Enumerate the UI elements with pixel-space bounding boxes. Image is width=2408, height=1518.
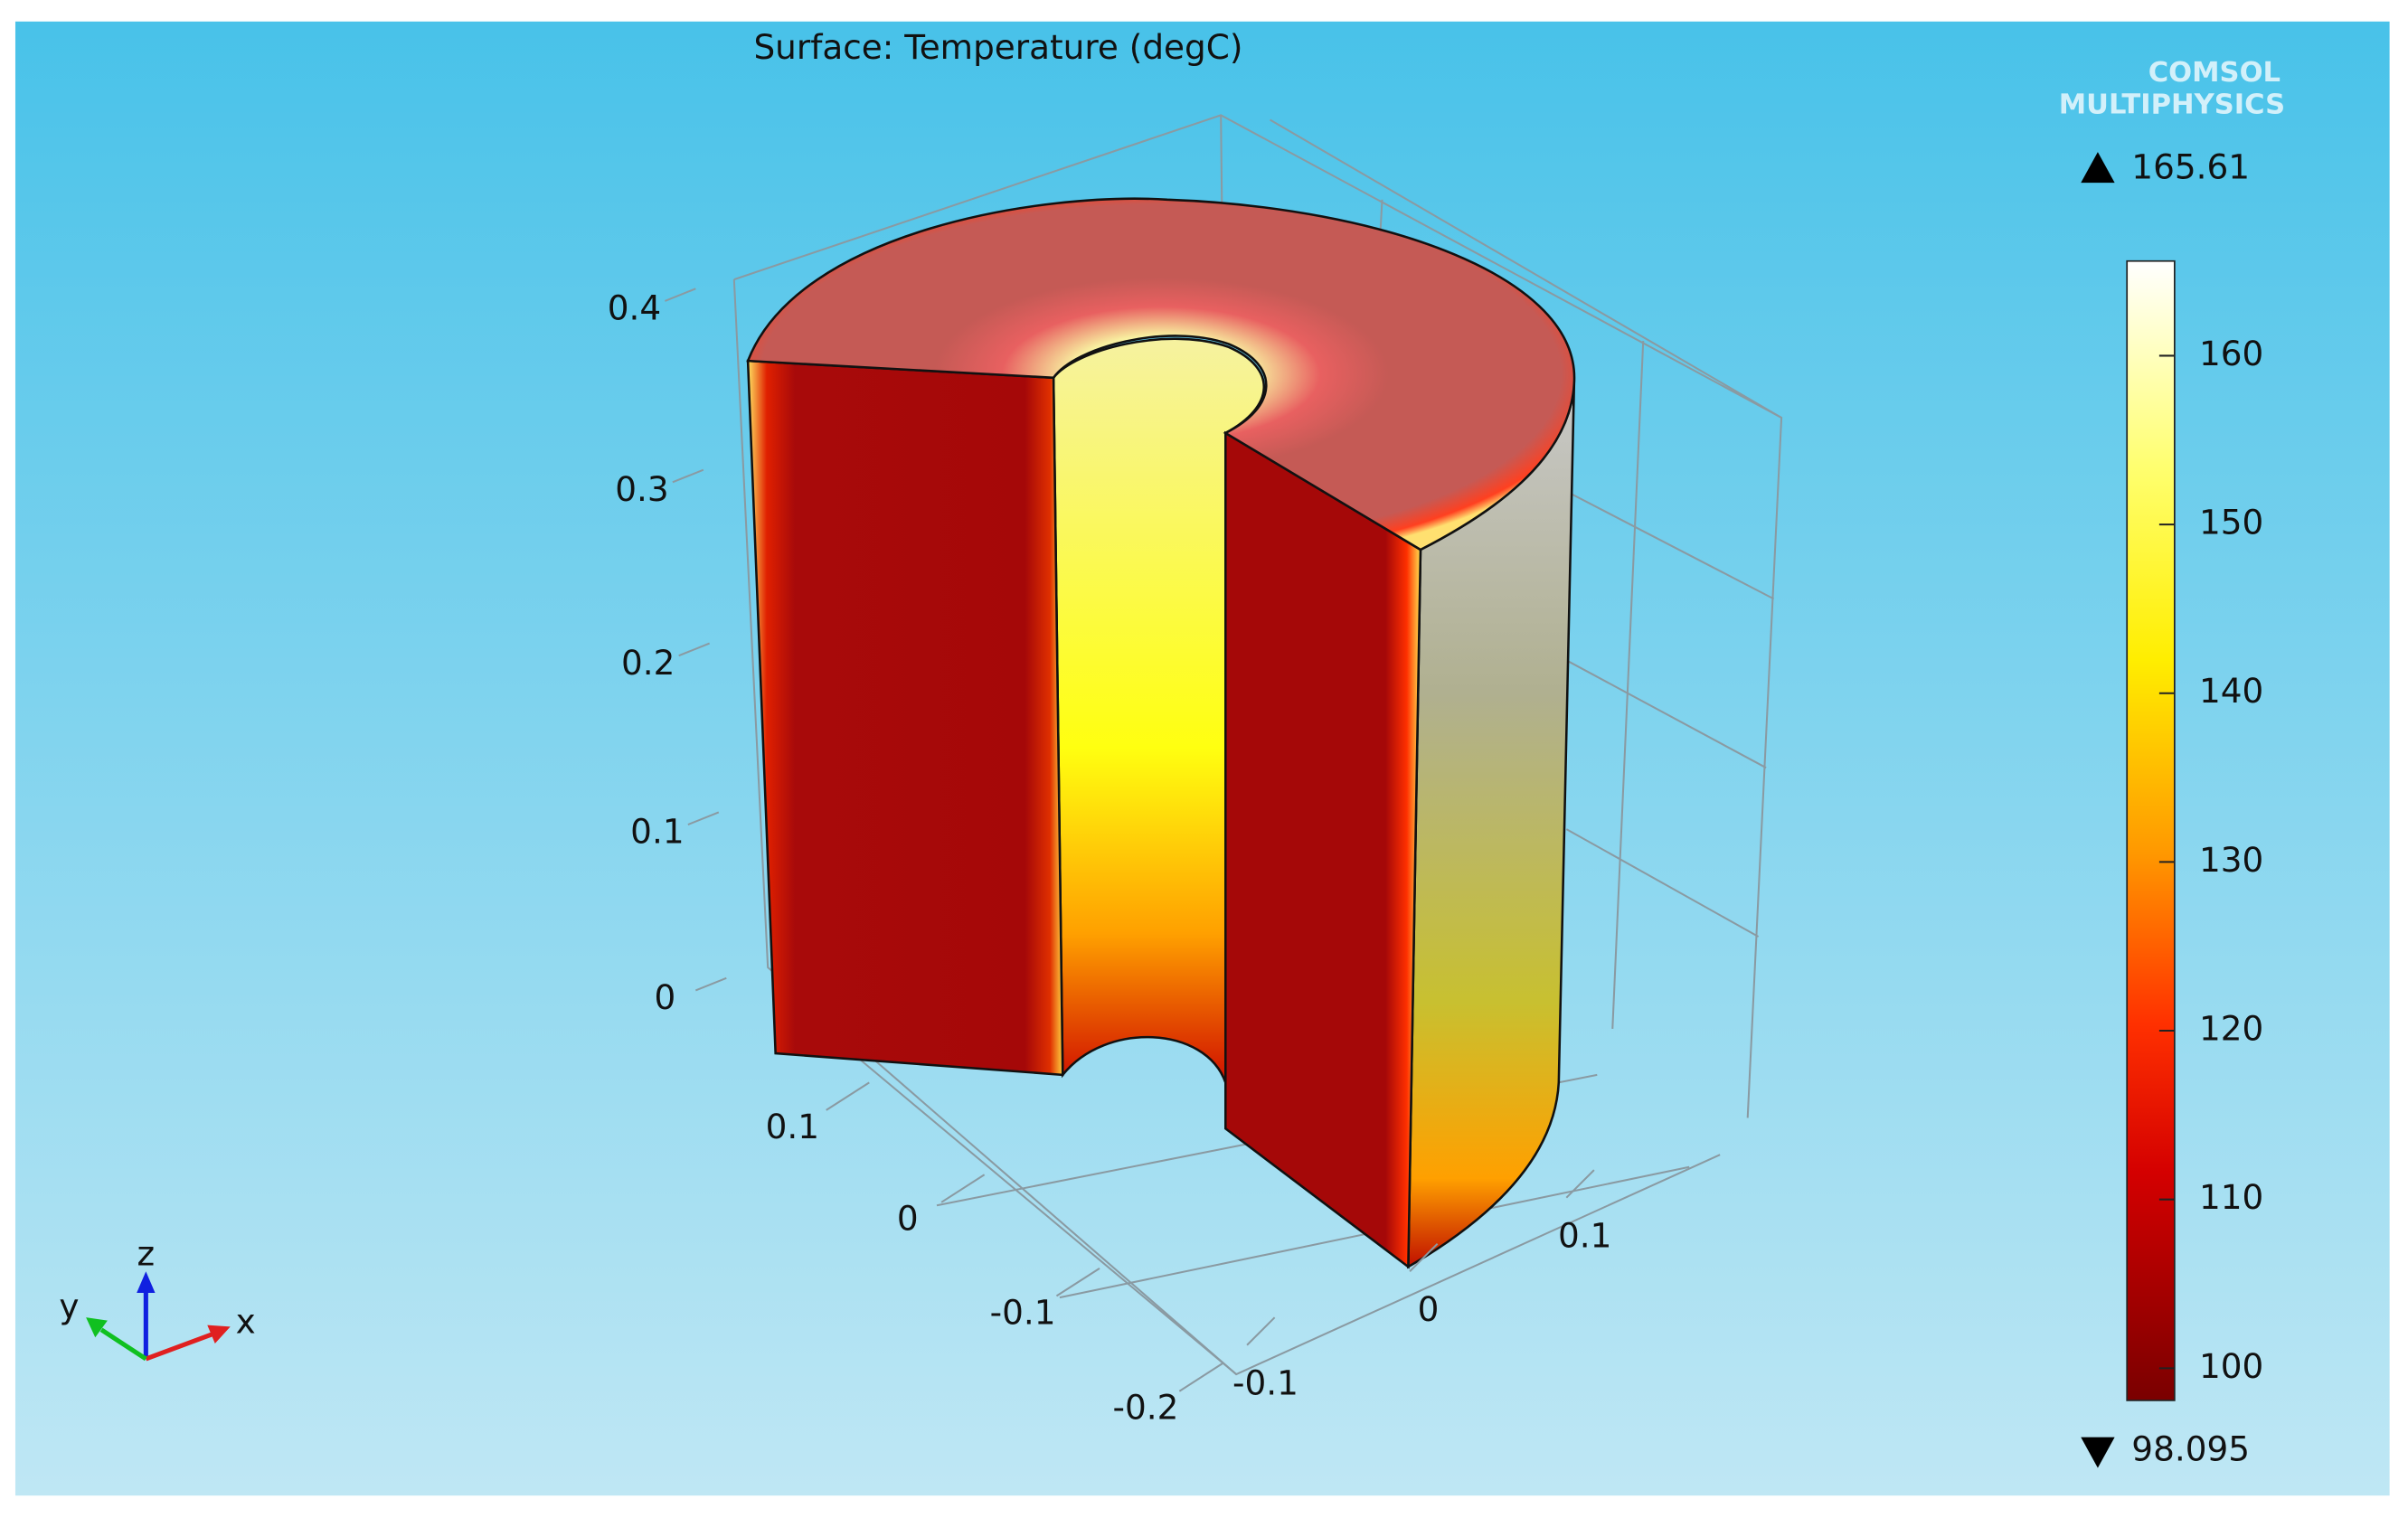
logo-line: MULTIPHYSICS (2059, 90, 2285, 121)
axis-triad (86, 1271, 231, 1362)
axis-tick-label: -0.1 (990, 1292, 1056, 1332)
max-marker (2081, 152, 2115, 184)
axis-tick-label: 0.2 (621, 643, 675, 683)
axis-tick (1246, 1316, 1276, 1346)
axis-tick-label: -0.1 (1232, 1362, 1298, 1402)
axis-tick (940, 1174, 986, 1203)
axis-tick (826, 1081, 870, 1111)
axis-tick (672, 468, 704, 484)
colorbar-tick-label: 140 (2199, 671, 2263, 711)
axis-tick-label: 0 (897, 1199, 919, 1239)
colorbar-tick-label: 150 (2199, 503, 2263, 542)
axis-tick-label: -0.2 (1113, 1388, 1179, 1428)
colorbar (2126, 259, 2176, 1401)
colorbar-tick-label: 110 (2199, 1177, 2263, 1217)
min-marker (2081, 1437, 2115, 1468)
axis-tick (1055, 1267, 1100, 1297)
axis-tick-label: 0 (654, 977, 675, 1017)
geometry (746, 197, 1576, 1269)
axis-tick (1178, 1362, 1223, 1392)
axis-tick-label: 0.1 (630, 812, 684, 852)
axis-tick (694, 976, 727, 992)
colorbar-tick-label: 160 (2199, 334, 2263, 373)
colorbar-max: 165.61 (2131, 146, 2250, 186)
axis-tick-label: 0.1 (766, 1107, 819, 1146)
axis-tick (1409, 1242, 1439, 1272)
axis-tick (678, 642, 711, 657)
axis-tick-label: 0.4 (608, 288, 661, 328)
colorbar-tick-label: 100 (2199, 1346, 2263, 1386)
colorbar-min: 98.095 (2131, 1428, 2250, 1468)
triad-label: y (59, 1286, 79, 1325)
logo-line: COMSOL (2148, 57, 2281, 89)
axis-tick-label: 0.1 (1558, 1215, 1611, 1255)
colorbar-tick-label: 130 (2199, 840, 2263, 880)
axis-tick-label: 0.3 (615, 469, 668, 509)
axis-tick-label: 0 (1418, 1289, 1440, 1329)
plot-title: Surface: Temperature (degC) (753, 27, 1242, 67)
triad-label: z (137, 1234, 156, 1274)
axis-tick (687, 811, 720, 825)
axis-tick (1565, 1169, 1595, 1199)
triad-label: x (236, 1301, 256, 1341)
colorbar-tick-label: 120 (2199, 1009, 2263, 1049)
axis-tick (665, 288, 696, 302)
